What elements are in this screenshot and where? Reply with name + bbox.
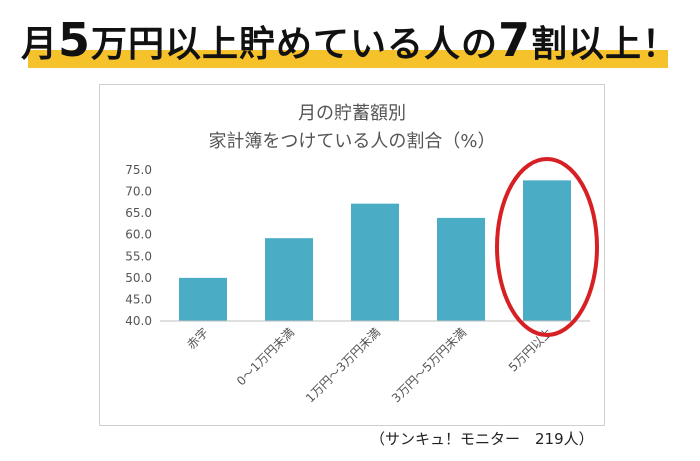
headline-suffix: 割以上！	[531, 24, 680, 65]
headline-highlight-bar	[28, 50, 668, 68]
headline-number-5: 5	[57, 13, 91, 67]
x-tick-label: 1万円～3万円未満	[303, 325, 383, 405]
headline: 月5万円以上貯めている人の7割以上！	[0, 8, 700, 72]
y-tick-label: 75.0	[125, 163, 152, 177]
y-tick-label: 40.0	[125, 314, 152, 328]
headline-prefix: 月	[20, 24, 58, 65]
y-tick-label: 55.0	[125, 249, 152, 263]
source-note: （サンキュ！モニター 219人）	[370, 430, 594, 448]
y-tick-label: 50.0	[125, 271, 152, 285]
y-tick-label: 45.0	[125, 292, 152, 306]
y-tick-label: 70.0	[125, 185, 152, 199]
bar-0	[179, 277, 227, 321]
highlight-ellipse	[495, 157, 599, 337]
chart-title-line2: 家計簿をつけている人の割合（%）	[208, 131, 496, 152]
chart-frame: 月の貯蓄額別 家計簿をつけている人の割合（%） 40.0 45.0 50.0 55.0…	[99, 84, 605, 426]
bar-chart: 40.0 45.0 50.0 55.0 60.0 65.0 70.0 75.0 赤字 0～1万円未…	[125, 157, 599, 405]
bar-3	[437, 217, 485, 321]
x-tick-label: 3万円～5万円未満	[389, 325, 469, 405]
x-tick-label: 赤字	[184, 325, 212, 353]
y-tick-label: 60.0	[125, 228, 152, 242]
chart-title-line1: 月の貯蓄額別	[298, 103, 406, 124]
bar-4	[523, 180, 571, 321]
x-tick-label: 5万円以上	[506, 325, 555, 374]
y-tick-label: 65.0	[125, 206, 152, 220]
bar-2	[351, 203, 399, 321]
x-tick-label: 0～1万円未満	[234, 325, 297, 388]
bar-1	[265, 238, 313, 321]
headline-number-7: 7	[498, 13, 532, 67]
headline-middle: 万円以上貯めている人の	[90, 24, 498, 65]
